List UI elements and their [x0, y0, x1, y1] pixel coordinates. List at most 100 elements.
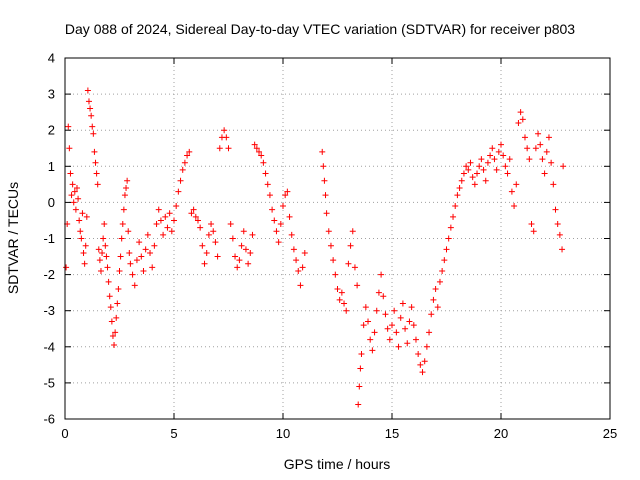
- data-point: [532, 145, 539, 152]
- data-point: [395, 343, 402, 350]
- data-point: [320, 163, 327, 170]
- data-point: [345, 260, 352, 267]
- data-point: [70, 199, 77, 206]
- data-point: [282, 192, 289, 199]
- data-point: [375, 289, 382, 296]
- x-tick-label: 5: [170, 426, 177, 441]
- data-point: [436, 278, 443, 285]
- x-axis-label: GPS time / hours: [284, 456, 391, 472]
- data-point: [260, 159, 267, 166]
- data-point: [275, 239, 282, 246]
- data-point: [67, 170, 74, 177]
- data-point: [104, 264, 111, 271]
- data-point: [358, 351, 365, 358]
- data-point: [77, 228, 84, 235]
- data-point: [541, 170, 548, 177]
- data-point: [240, 228, 247, 235]
- data-point: [166, 210, 173, 217]
- data-point: [487, 152, 494, 159]
- data-point: [131, 282, 138, 289]
- x-tick-label: 10: [276, 426, 290, 441]
- data-point: [96, 257, 103, 264]
- data-point: [299, 264, 306, 271]
- data-point: [175, 188, 182, 195]
- data-point: [81, 260, 88, 267]
- data-point: [365, 318, 372, 325]
- data-point: [325, 228, 332, 235]
- y-tick-label: 1: [48, 159, 55, 174]
- data-point: [80, 249, 87, 256]
- data-point: [545, 134, 552, 141]
- data-point: [105, 278, 112, 285]
- y-axis-label: SDTVAR / TECUs: [5, 182, 21, 294]
- data-point: [140, 267, 147, 274]
- data-point: [456, 184, 463, 191]
- data-point: [123, 184, 130, 191]
- data-point: [95, 246, 102, 253]
- data-point: [205, 231, 212, 238]
- data-point: [482, 177, 489, 184]
- data-point: [253, 145, 260, 152]
- data-point: [373, 307, 380, 314]
- data-point: [362, 304, 369, 311]
- data-point: [548, 159, 555, 166]
- data-point: [245, 260, 252, 267]
- data-point: [225, 145, 232, 152]
- data-point: [410, 322, 417, 329]
- data-point: [221, 127, 228, 134]
- data-point: [184, 152, 191, 159]
- data-point: [347, 242, 354, 249]
- data-point: [554, 221, 561, 228]
- data-point: [93, 170, 100, 177]
- data-point: [269, 206, 276, 213]
- data-point: [336, 296, 343, 303]
- data-point: [458, 177, 465, 184]
- data-point: [214, 253, 221, 260]
- data-point: [236, 257, 243, 264]
- data-point: [65, 123, 72, 130]
- data-point: [90, 130, 97, 137]
- data-point: [467, 159, 474, 166]
- data-point: [247, 249, 254, 256]
- data-point: [108, 318, 115, 325]
- data-point: [360, 322, 367, 329]
- data-point: [469, 174, 476, 181]
- data-point: [322, 192, 329, 199]
- data-point: [526, 156, 533, 163]
- data-point: [284, 188, 291, 195]
- data-point: [393, 329, 400, 336]
- data-point: [480, 166, 487, 173]
- axis-ticks: [64, 57, 611, 420]
- data-point: [234, 264, 241, 271]
- data-point: [450, 213, 457, 220]
- data-point: [73, 184, 80, 191]
- data-point: [423, 343, 430, 350]
- data-point: [258, 152, 265, 159]
- data-point: [441, 257, 448, 264]
- data-point: [341, 300, 348, 307]
- data-point: [190, 206, 197, 213]
- data-point: [100, 235, 107, 242]
- y-tick-label: -6: [43, 412, 55, 427]
- data-point: [197, 224, 204, 231]
- data-point: [537, 141, 544, 148]
- data-point: [92, 159, 99, 166]
- x-tick-labels: 0 5 10 15 20 25: [61, 426, 617, 441]
- data-point: [76, 217, 83, 224]
- data-point: [256, 148, 263, 155]
- data-point: [535, 130, 542, 137]
- data-point: [478, 156, 485, 163]
- data-point: [286, 213, 293, 220]
- data-point: [181, 159, 188, 166]
- data-point: [251, 141, 258, 148]
- y-tick-label: -5: [43, 375, 55, 390]
- data-point: [421, 358, 428, 365]
- data-point: [120, 206, 127, 213]
- data-point: [118, 235, 125, 242]
- data-point: [223, 134, 230, 141]
- data-point: [391, 307, 398, 314]
- data-point: [521, 134, 528, 141]
- data-point: [355, 401, 362, 408]
- data-point: [277, 221, 284, 228]
- data-point: [125, 228, 132, 235]
